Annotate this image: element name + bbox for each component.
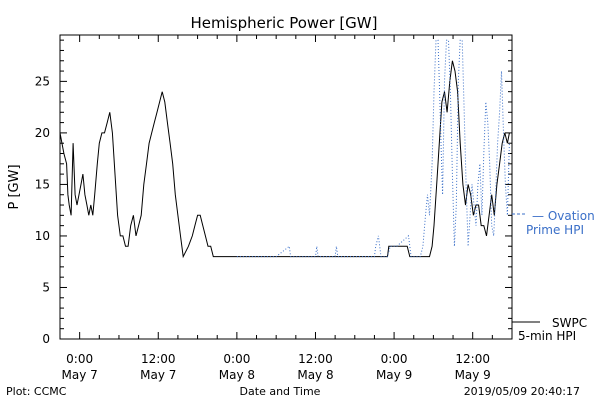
y-tick-label: 5 (42, 280, 50, 294)
legend-ovation-label-1: — Ovation (532, 209, 595, 223)
x-tick-date-label: May 7 (140, 368, 176, 382)
x-tick-date-label: May 9 (376, 368, 412, 382)
x-axis-label: Date and Time (240, 385, 321, 398)
x-tick-time-label: 0:00 (223, 352, 250, 366)
x-tick-time-label: 12:00 (141, 352, 176, 366)
x-tick-time-label: 12:00 (298, 352, 333, 366)
series-layer (59, 39, 510, 259)
footer-plot-credit: Plot: CCMC (6, 385, 67, 398)
legend-swpc-label-1: SWPC (552, 316, 587, 330)
y-tick-label: 20 (35, 126, 50, 140)
legend-swpc-label-2: 5-min HPI (518, 329, 576, 343)
x-tick-time-label: 0:00 (66, 352, 93, 366)
chart-title: Hemispheric Power [GW] (191, 14, 378, 32)
y-axis-label: P [GW] (7, 164, 22, 209)
y-tick-label: 25 (35, 74, 50, 88)
x-tick-time-label: 12:00 (455, 352, 490, 366)
x-axis: 0:00 May 7 12:00 May 7 0:00 May 8 12:00 May 8 0:… (62, 35, 493, 382)
legend-ovation-label-2: Prime HPI (526, 223, 584, 237)
series-ovation-line (236, 39, 510, 258)
plot-frame (59, 34, 513, 340)
x-tick-date-label: May 9 (455, 368, 491, 382)
y-tick-label: 15 (35, 177, 50, 191)
x-tick-time-label: 0:00 (381, 352, 408, 366)
x-tick-date-label: May 7 (62, 368, 98, 382)
x-tick-date-label: May 8 (297, 368, 333, 382)
y-tick-label: 0 (42, 332, 50, 346)
series-swpc-line (59, 60, 510, 259)
footer-timestamp: 2019/05/09 20:40:17 (464, 385, 580, 398)
y-axis: 0 5 10 15 20 25 (35, 39, 512, 346)
x-tick-date-label: May 8 (219, 368, 255, 382)
y-tick-label: 10 (35, 229, 50, 243)
